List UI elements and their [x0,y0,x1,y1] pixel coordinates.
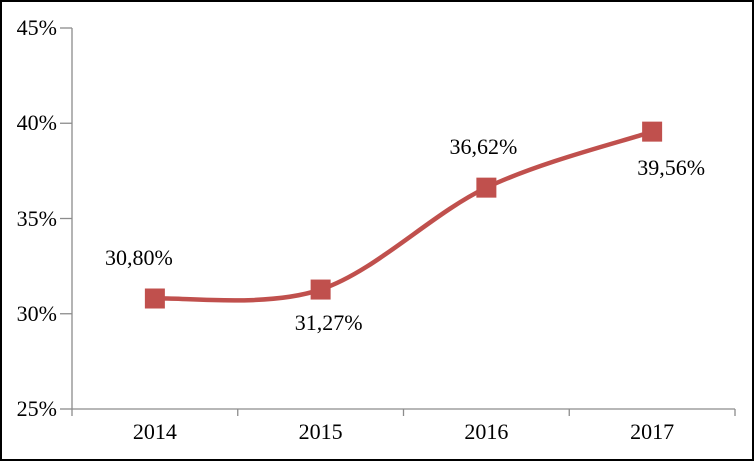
series-line [152,129,655,303]
y-axis-tick-label: 25% [16,396,57,421]
data-point-label: 30,80% [104,244,173,270]
data-point-marker [310,279,331,300]
y-axis-tick-label: 35% [16,205,57,231]
data-point-marker [144,288,165,309]
data-point-label: 39,56% [637,154,706,180]
y-axis-tick-label: 45% [16,15,57,40]
data-point-marker [642,121,663,142]
y-axis-tick-label: 40% [16,110,57,136]
data-point-label: 31,27% [294,309,363,335]
x-axis-tick-label: 2015 [298,419,343,444]
y-axis-tick-label: 30% [16,300,57,326]
x-axis-tick-label: 2017 [630,419,675,444]
x-axis-tick-label: 2014 [132,419,177,444]
data-point-marker [476,177,497,198]
x-axis-tick-label: 2016 [464,419,509,444]
data-point-label: 36,62% [449,133,518,159]
